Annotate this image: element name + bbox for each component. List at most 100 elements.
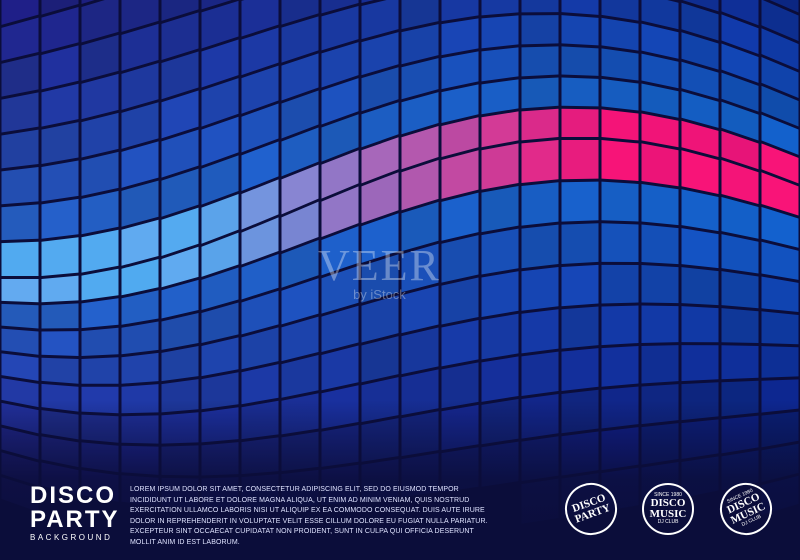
tile (201, 337, 239, 377)
tile (1, 129, 39, 169)
tile (521, 351, 559, 396)
tile (361, 336, 399, 383)
tile (481, 15, 519, 49)
tile (1, 17, 39, 61)
tile (361, 102, 399, 148)
tile (1, 353, 39, 381)
tile (721, 14, 759, 55)
tile (441, 117, 479, 158)
tile (761, 241, 799, 280)
tile (561, 348, 599, 391)
tile (281, 127, 319, 177)
tile (401, 201, 439, 252)
tile (321, 150, 359, 199)
tile (441, 150, 479, 199)
tile (321, 265, 359, 314)
watermark-main: VEER (318, 241, 441, 290)
tile (681, 267, 719, 306)
tile (761, 143, 799, 184)
tile (161, 346, 199, 382)
tile (161, 12, 199, 61)
tile (481, 111, 519, 148)
tile (641, 305, 679, 344)
tile (161, 129, 199, 178)
tile (561, 0, 599, 15)
tile (161, 279, 199, 319)
tile (681, 189, 719, 232)
tile (481, 356, 519, 402)
badge-text: MUSIC (649, 508, 687, 520)
tile (761, 276, 799, 313)
tile (201, 232, 239, 277)
tile (441, 235, 479, 283)
tile (361, 213, 399, 263)
tile (201, 155, 239, 205)
tile (161, 51, 199, 100)
tile (721, 234, 759, 274)
tile (761, 85, 799, 127)
tile (241, 65, 279, 114)
tile (561, 306, 599, 349)
tile (81, 34, 119, 81)
tile (321, 186, 359, 237)
tile (601, 346, 639, 387)
tile (481, 79, 519, 115)
tile (401, 126, 439, 170)
body-line: EXERCITATION ULLAMCO LABORIS NISI UT ALI… (130, 507, 485, 514)
tile (641, 143, 679, 187)
tile (81, 298, 119, 329)
tile (201, 267, 239, 310)
tile (121, 219, 159, 266)
tile (121, 0, 159, 32)
tile (481, 186, 519, 233)
tile (241, 327, 279, 370)
tile (121, 63, 159, 110)
tile (161, 90, 199, 139)
tile (361, 137, 399, 184)
tile (1, 54, 39, 97)
tile (401, 327, 439, 375)
tile (241, 364, 279, 405)
tile (201, 39, 239, 88)
tile (241, 141, 279, 191)
tile (361, 254, 399, 303)
tile (241, 27, 279, 76)
tile (441, 18, 479, 56)
tile (241, 290, 279, 335)
tile (761, 0, 799, 42)
tile (41, 275, 79, 303)
tile (201, 302, 239, 344)
tile (681, 91, 719, 128)
tile (281, 164, 319, 215)
tile (561, 223, 599, 264)
tile (321, 305, 359, 352)
badge-small: SINCE 1980 (654, 492, 682, 498)
tile (561, 46, 599, 76)
tile (1, 303, 39, 329)
tile (721, 160, 759, 205)
body-line: EXCEPTEUR SINT OCCAECAT CUPIDATAT NON PR… (130, 528, 474, 535)
tile (281, 90, 319, 139)
tile (521, 182, 559, 226)
tile (241, 254, 279, 300)
tile (121, 23, 159, 71)
tile (401, 285, 439, 334)
tile (641, 224, 679, 265)
tile (361, 32, 399, 76)
tile (441, 0, 479, 22)
tile (1, 241, 39, 277)
tile (281, 16, 319, 63)
tile (521, 15, 559, 45)
tile (201, 0, 239, 49)
tile (681, 150, 719, 195)
tile (561, 181, 599, 222)
tile (521, 309, 559, 354)
tile (401, 92, 439, 135)
tile (1, 92, 39, 133)
tile (41, 83, 79, 127)
tile (601, 305, 639, 346)
tile (121, 258, 159, 296)
tile (721, 72, 759, 112)
badge: SINCE 1980 DISCO MUSIC DJ CLUB (642, 483, 694, 535)
